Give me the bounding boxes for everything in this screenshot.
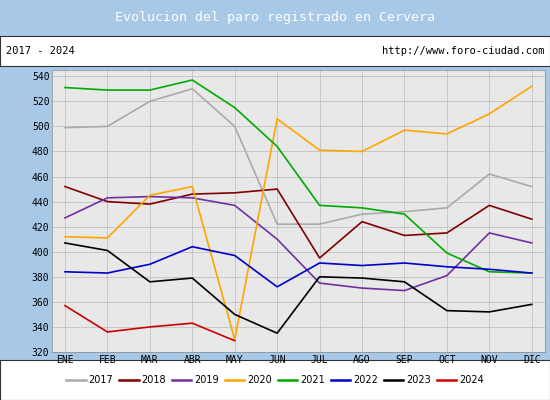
Text: 2017 - 2024: 2017 - 2024 bbox=[6, 46, 74, 56]
Text: Evolucion del paro registrado en Cervera: Evolucion del paro registrado en Cervera bbox=[115, 12, 435, 24]
Text: http://www.foro-ciudad.com: http://www.foro-ciudad.com bbox=[382, 46, 544, 56]
Legend: 2017, 2018, 2019, 2020, 2021, 2022, 2023, 2024: 2017, 2018, 2019, 2020, 2021, 2022, 2023… bbox=[62, 371, 488, 389]
